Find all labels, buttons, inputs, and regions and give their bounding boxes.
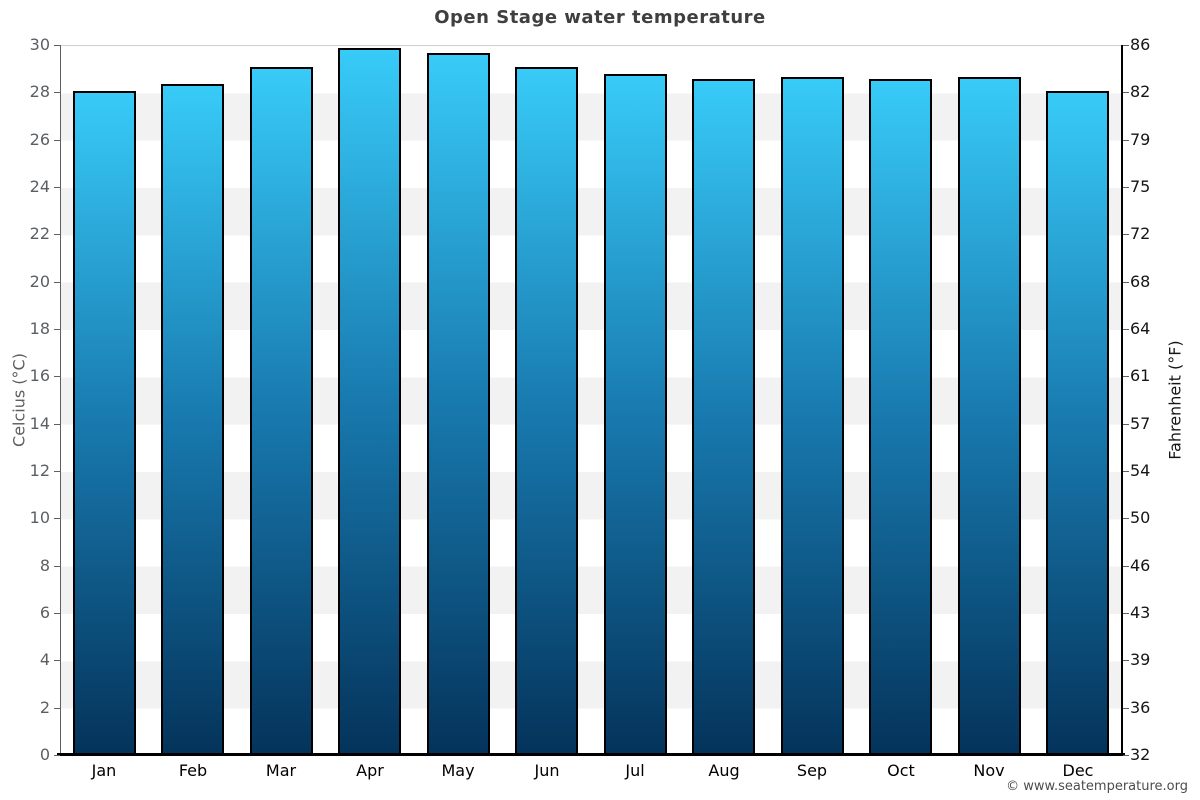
celsius-label-28: 28: [29, 82, 50, 102]
fahrenheit-label-36: 36: [1130, 697, 1151, 717]
month-label-apr: Apr: [356, 761, 384, 780]
bar-jan: [73, 91, 136, 756]
right-tick-64: [1123, 329, 1129, 330]
fahrenheit-label-50: 50: [1130, 508, 1151, 528]
right-tick-57: [1123, 423, 1129, 425]
celsius-label-16: 16: [29, 366, 50, 386]
right-tick-54: [1123, 471, 1129, 472]
celsius-label-4: 4: [39, 650, 50, 670]
celsius-label-0: 0: [39, 745, 50, 764]
fahrenheit-label-61: 61: [1130, 366, 1151, 386]
fahrenheit-label-68: 68: [1130, 271, 1151, 291]
celsius-label-14: 14: [29, 413, 50, 433]
bar-aug: [692, 79, 755, 756]
left-tick-2: [54, 707, 60, 709]
month-label-jan: Jan: [91, 761, 117, 780]
bar-dec: [1046, 91, 1109, 756]
fahrenheit-label-54: 54: [1130, 461, 1151, 480]
fahrenheit-label-57: 57: [1130, 413, 1151, 433]
month-label-may: May: [441, 761, 475, 780]
bar-sep: [781, 77, 844, 756]
right-tick-36: [1123, 707, 1129, 709]
bar-jun: [515, 67, 578, 756]
fahrenheit-label-46: 46: [1130, 555, 1151, 575]
fahrenheit-label-86: 86: [1130, 35, 1151, 54]
fahrenheit-label-32: 32: [1130, 745, 1151, 764]
month-label-nov: Nov: [973, 761, 1005, 780]
right-tick-72: [1123, 234, 1129, 236]
left-tick-4: [54, 660, 60, 662]
plot-area: [60, 45, 1122, 756]
bar-apr: [338, 48, 401, 756]
celsius-label-20: 20: [29, 271, 50, 291]
right-tick-32: [1123, 755, 1129, 756]
right-tick-61: [1123, 376, 1129, 378]
right-tick-43: [1123, 613, 1129, 614]
left-tick-10: [54, 518, 60, 520]
left-tick-22: [54, 234, 60, 236]
fahrenheit-label-79: 79: [1130, 129, 1151, 149]
left-tick-28: [54, 92, 60, 94]
bar-nov: [958, 77, 1021, 756]
fahrenheit-label-43: 43: [1130, 603, 1151, 622]
month-label-dec: Dec: [1062, 761, 1094, 780]
fahrenheit-label-82: 82: [1130, 82, 1151, 102]
left-tick-18: [54, 329, 60, 330]
left-tick-20: [54, 281, 60, 283]
celsius-label-18: 18: [29, 319, 50, 338]
left-tick-14: [54, 423, 60, 425]
month-label-sep: Sep: [796, 761, 828, 780]
celsius-label-2: 2: [39, 697, 50, 717]
fahrenheit-label-64: 64: [1130, 319, 1151, 338]
right-tick-68: [1123, 281, 1129, 283]
left-tick-8: [54, 565, 60, 567]
right-tick-82: [1123, 92, 1129, 94]
right-tick-39: [1123, 660, 1129, 662]
celsius-label-10: 10: [29, 508, 50, 528]
chart-title: Open Stage water temperature: [434, 7, 766, 28]
fahrenheit-label-39: 39: [1130, 650, 1151, 670]
x-axis-line: [57, 753, 1125, 756]
right-tick-75: [1123, 187, 1129, 188]
right-tick-79: [1123, 139, 1129, 141]
month-label-jul: Jul: [625, 761, 645, 780]
celsius-label-26: 26: [29, 129, 50, 149]
bar-feb: [161, 84, 224, 756]
month-label-feb: Feb: [178, 761, 208, 780]
left-tick-12: [54, 471, 60, 472]
left-tick-30: [54, 45, 60, 46]
right-tick-86: [1123, 45, 1129, 46]
left-tick-26: [54, 139, 60, 141]
right-axis-title: Fahrenheit (°F): [1165, 340, 1185, 460]
celsius-label-22: 22: [29, 224, 50, 244]
celsius-label-30: 30: [29, 35, 50, 54]
celsius-label-8: 8: [39, 555, 50, 575]
celsius-label-12: 12: [29, 461, 50, 480]
month-label-oct: Oct: [887, 761, 915, 780]
left-tick-16: [54, 376, 60, 378]
left-axis-line: [60, 45, 61, 755]
left-axis-title: Celcius (°C): [9, 353, 29, 447]
left-tick-6: [54, 613, 60, 614]
right-tick-46: [1123, 565, 1129, 567]
right-axis-line: [1121, 45, 1123, 755]
fahrenheit-label-72: 72: [1130, 224, 1151, 244]
celsius-label-6: 6: [39, 603, 50, 622]
bar-jul: [604, 74, 667, 756]
month-label-mar: Mar: [265, 761, 297, 780]
celsius-label-24: 24: [29, 177, 50, 196]
bar-may: [427, 53, 490, 756]
left-tick-0: [54, 755, 60, 756]
bar-oct: [869, 79, 932, 756]
left-tick-24: [54, 187, 60, 188]
copyright-text: © www.seatemperature.org: [1006, 779, 1188, 794]
right-tick-50: [1123, 518, 1129, 520]
fahrenheit-label-75: 75: [1130, 177, 1151, 196]
month-label-aug: Aug: [708, 761, 740, 780]
month-label-jun: Jun: [534, 761, 560, 780]
bar-mar: [250, 67, 313, 756]
